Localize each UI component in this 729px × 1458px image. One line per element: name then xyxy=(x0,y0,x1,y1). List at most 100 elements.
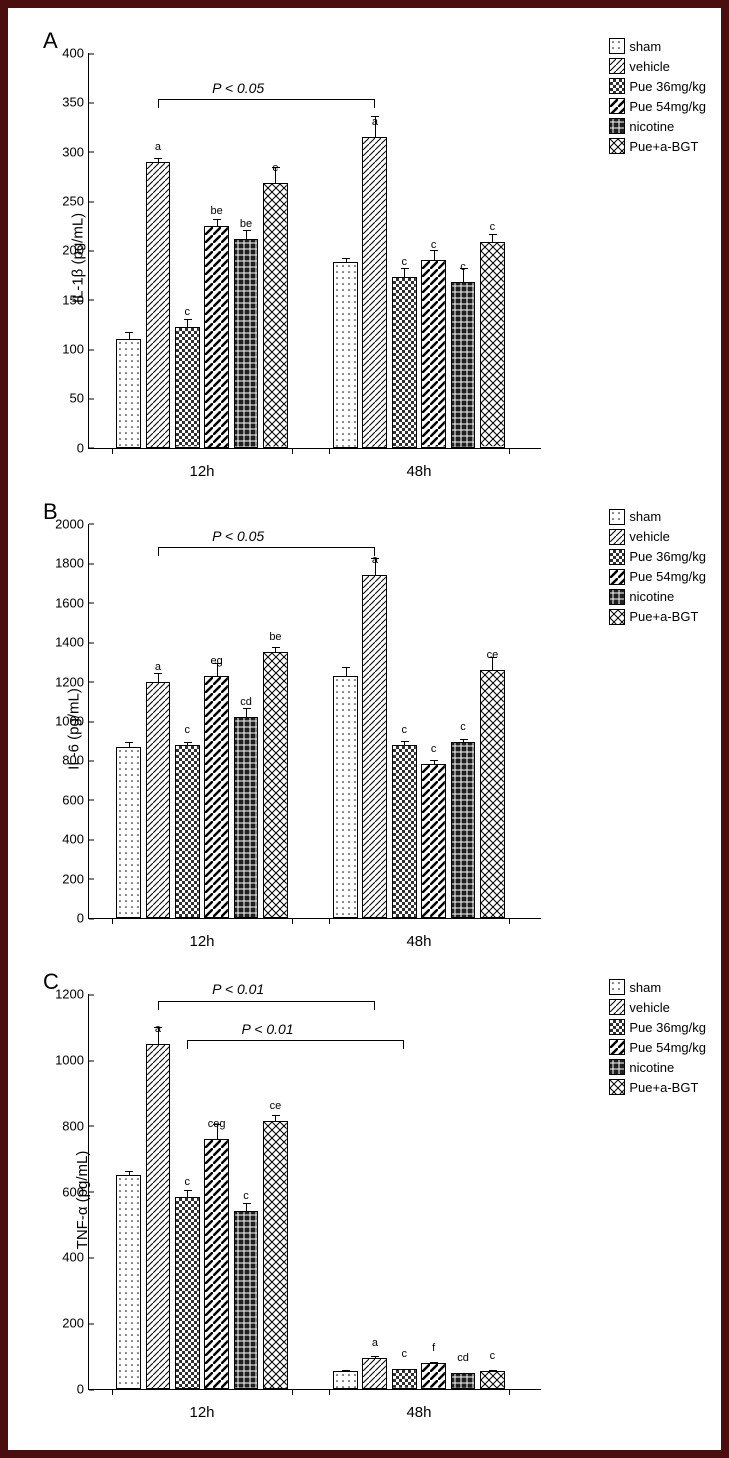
bar xyxy=(333,262,358,447)
y-tick: 800 xyxy=(62,753,89,768)
bar-significance-label: c xyxy=(431,743,437,755)
legend-swatch xyxy=(609,58,625,74)
bar: ce xyxy=(263,1121,288,1389)
bar: ce xyxy=(480,670,505,919)
y-tick: 2000 xyxy=(55,516,89,531)
legend-swatch xyxy=(609,609,625,625)
error-bar xyxy=(434,250,435,262)
error-bar xyxy=(434,760,435,766)
x-tick xyxy=(292,1389,293,1395)
bar xyxy=(333,676,358,919)
legend-label: nicotine xyxy=(629,119,674,134)
x-tick xyxy=(112,1389,113,1395)
pvalue-label: P < 0.01 xyxy=(212,981,264,997)
legend-item: sham xyxy=(609,979,706,995)
error-bar xyxy=(158,158,159,163)
y-tick: 1800 xyxy=(55,556,89,571)
bar: cd xyxy=(451,1373,476,1389)
legend-swatch xyxy=(609,589,625,605)
legend-swatch xyxy=(609,1079,625,1095)
bar-significance-label: a xyxy=(372,1337,378,1349)
pvalue-bracket xyxy=(187,1040,404,1041)
bar-significance-label: a xyxy=(155,1023,161,1035)
error-bar xyxy=(129,1171,130,1176)
bar: be xyxy=(234,239,259,448)
legend-item: nicotine xyxy=(609,589,706,605)
chart-area: 0200400600800100012001400160018002000ace… xyxy=(88,524,541,920)
legend-item: Pue 54mg/kg xyxy=(609,98,706,114)
bar: a xyxy=(146,162,171,448)
y-tick: 1400 xyxy=(55,635,89,650)
bar: c xyxy=(392,1369,417,1389)
bar: c xyxy=(175,1197,200,1389)
legend-swatch xyxy=(609,529,625,545)
bar: e xyxy=(263,183,288,447)
y-tick: 600 xyxy=(62,792,89,807)
legend-label: Pue+a-BGT xyxy=(629,139,698,154)
legend: shamvehiclePue 36mg/kgPue 54mg/kgnicotin… xyxy=(609,979,706,1099)
legend-label: Pue 54mg/kg xyxy=(629,569,706,584)
bar: a xyxy=(362,575,387,918)
legend-label: Pue 36mg/kg xyxy=(629,549,706,564)
error-bar xyxy=(129,742,130,748)
x-tick xyxy=(509,448,510,454)
y-tick: 800 xyxy=(62,1118,89,1133)
bar-significance-label: ce xyxy=(487,649,499,661)
error-bar xyxy=(187,1190,188,1198)
bar: c xyxy=(451,742,476,919)
legend-swatch xyxy=(609,569,625,585)
bar: c xyxy=(451,282,476,448)
pvalue-label: P < 0.01 xyxy=(242,1021,294,1037)
pvalue-bracket xyxy=(158,547,375,548)
y-tick: 150 xyxy=(62,292,89,307)
x-group-label: 12h xyxy=(189,933,214,950)
bar-significance-label: be xyxy=(269,631,281,643)
pvalue-label: P < 0.05 xyxy=(212,528,264,544)
y-tick: 0 xyxy=(77,1382,89,1397)
y-tick: 200 xyxy=(62,1316,89,1331)
bar-significance-label: c xyxy=(490,1350,496,1362)
panel-label: A xyxy=(43,28,58,54)
error-bar xyxy=(463,739,464,743)
legend-swatch xyxy=(609,38,625,54)
bar-significance-label: c xyxy=(402,1348,408,1360)
panel-B: BIL-6 (pg/mL)shamvehiclePue 36mg/kgPue 5… xyxy=(18,499,711,960)
figure-frame: A IL-1β (pg/mL) sham vehicle Pue 36mg/kg Pue … xyxy=(0,0,729,1458)
error-bar xyxy=(275,647,276,653)
legend-swatch xyxy=(609,1019,625,1035)
pvalue-label: P < 0.05 xyxy=(212,80,264,96)
y-tick: 100 xyxy=(62,342,89,357)
legend-swatch xyxy=(609,979,625,995)
error-bar xyxy=(246,230,247,240)
y-tick: 1000 xyxy=(55,1053,89,1068)
bar xyxy=(116,339,141,448)
y-tick: 1200 xyxy=(55,987,89,1002)
legend-label: sham xyxy=(629,509,661,524)
error-bar xyxy=(404,741,405,746)
bar: c xyxy=(480,1371,505,1389)
x-tick xyxy=(329,448,330,454)
bar-significance-label: cd xyxy=(240,696,252,708)
bar: c xyxy=(175,327,200,447)
legend-swatch xyxy=(609,1039,625,1055)
legend-item: Pue+a-BGT xyxy=(609,1079,706,1095)
legend-item: vehicle xyxy=(609,58,706,74)
y-tick: 1200 xyxy=(55,674,89,689)
error-bar xyxy=(375,1356,376,1359)
error-bar xyxy=(463,1373,464,1374)
bar-significance-label: a xyxy=(155,141,161,153)
bar: be xyxy=(263,652,288,918)
x-tick xyxy=(329,1389,330,1395)
legend-label: Pue+a-BGT xyxy=(629,609,698,624)
bar: c xyxy=(392,745,417,919)
y-tick: 600 xyxy=(62,1184,89,1199)
chart-area: 020040060080010001200accegcce12hacfcdc48… xyxy=(88,994,541,1390)
error-bar xyxy=(404,1369,405,1370)
y-tick: 1600 xyxy=(55,595,89,610)
legend-swatch xyxy=(609,999,625,1015)
legend-label: vehicle xyxy=(629,1000,669,1015)
legend-swatch xyxy=(609,509,625,525)
legend-item: vehicle xyxy=(609,999,706,1015)
bar-significance-label: a xyxy=(372,554,378,566)
y-axis-label: IL-1β (pg/mL) xyxy=(70,213,87,303)
